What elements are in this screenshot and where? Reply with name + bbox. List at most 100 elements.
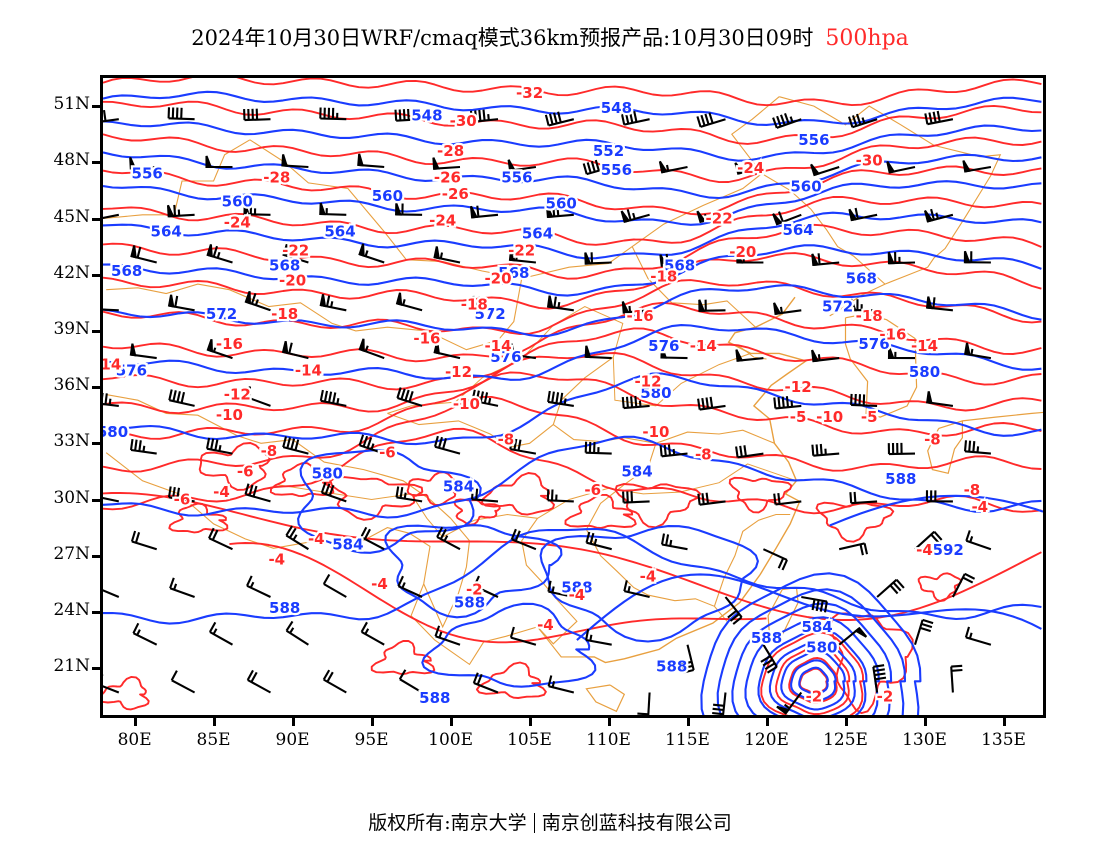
height-contour-label: 576 <box>116 361 147 379</box>
label-halo: 572 <box>822 298 853 316</box>
wind-barb <box>546 295 574 312</box>
wind-barb <box>246 575 271 598</box>
label-halo: 588 <box>885 470 916 488</box>
x-axis-tick <box>212 718 216 726</box>
temperature-contour-label: -22 <box>706 210 733 228</box>
label-halo: 556 <box>132 165 163 183</box>
wind-barb <box>886 161 916 174</box>
temperature-contour-label: -30 <box>450 112 477 130</box>
label-halo: -5 <box>861 408 878 426</box>
wind-barb <box>285 525 309 551</box>
temperature-contour-label: -16 <box>413 329 440 347</box>
temperature-contour-label: -4 <box>569 586 586 604</box>
wind-barb <box>696 210 726 224</box>
label-halo: -22 <box>282 241 309 259</box>
temperature-contour-label: -32 <box>516 84 543 102</box>
wind-barb <box>963 250 991 264</box>
x-axis-label: 110E <box>586 730 631 750</box>
wind-barb <box>811 349 840 363</box>
label-halo: 552 <box>593 142 624 160</box>
wind-barb <box>622 491 650 504</box>
label-halo: -10 <box>453 395 480 413</box>
wind-barb <box>103 213 120 219</box>
wind-barb <box>319 202 347 216</box>
height-contour-label: 552 <box>593 142 624 160</box>
wind-barb <box>964 626 992 646</box>
temperature-contour-label: -14 <box>295 361 322 379</box>
label-halo: -8 <box>964 481 981 499</box>
x-axis-label: 100E <box>428 730 473 750</box>
label-halo: -4 <box>916 541 933 559</box>
wind-barb <box>584 345 612 360</box>
wind-barb <box>103 674 120 694</box>
temperature-contour-label: -18 <box>650 268 677 286</box>
height-contour-label: 584 <box>801 618 832 636</box>
temperature-contour-label: -4 <box>371 575 388 593</box>
temperature-contour-label: -8 <box>964 481 981 499</box>
temperature-contour-label: -12 <box>634 373 661 391</box>
temperature-contour-label: -8 <box>261 442 278 460</box>
height-contour-label: 588 <box>269 599 300 617</box>
map-plot-area[interactable]: 548 548 548 548 552 552 556 556 556 556 556 556 556 5… <box>100 75 1046 718</box>
wind-barb <box>244 290 271 312</box>
wind-barb <box>322 669 347 694</box>
wind-barb <box>810 163 840 177</box>
temperature-contour-label: -6 <box>379 444 396 462</box>
y-axis-label: 27N <box>53 543 90 564</box>
y-axis-label: 21N <box>53 656 90 677</box>
wind-barb <box>130 245 157 264</box>
height-contour-label: 556 <box>501 168 532 186</box>
temperature-contour-label: -4 <box>268 551 285 569</box>
temperature-contour-label: -6 <box>237 462 254 480</box>
label-halo: -18 <box>856 307 883 325</box>
label-halo: -14 <box>690 337 717 355</box>
y-axis-label: 45N <box>53 206 90 227</box>
wind-barb <box>876 578 905 598</box>
wind-barb <box>168 389 195 407</box>
wind-barb <box>243 202 271 216</box>
temperature-contour-label: -6 <box>174 491 191 509</box>
wind-barb <box>358 434 385 455</box>
label-halo: 560 <box>372 187 403 205</box>
label-halo: -8 <box>695 446 712 464</box>
height-contour-label: 560 <box>546 195 577 213</box>
height-contour-label: 568 <box>269 256 300 274</box>
wind-barb <box>167 294 195 312</box>
x-axis-tick <box>765 718 769 726</box>
temperature-contour-label: -4 <box>971 498 988 516</box>
x-axis-tick <box>133 718 137 726</box>
wind-barb <box>637 692 651 715</box>
temperature-contour-label: -8 <box>924 431 941 449</box>
temperature-contour-label: -10 <box>453 395 480 413</box>
temperature-contour-label: -4 <box>640 567 657 585</box>
height-contour-label: 572 <box>206 305 237 323</box>
height-contour-label: 576 <box>858 335 889 353</box>
label-halo: 588 <box>454 594 485 612</box>
wind-barb <box>620 110 650 126</box>
wind-barb <box>103 589 120 598</box>
temperature-contour-label: -16 <box>627 307 654 325</box>
wind-barb <box>659 444 688 458</box>
label-halo: 584 <box>621 462 652 480</box>
y-axis-label: 24N <box>53 599 90 620</box>
label-halo: 572 <box>474 305 505 323</box>
wind-barb <box>773 302 802 315</box>
label-halo: -14 <box>484 337 511 355</box>
wind-barb <box>696 112 726 128</box>
height-contour-layer <box>103 90 1043 715</box>
wind-barb <box>849 491 878 505</box>
wind-barb <box>545 205 574 219</box>
label-halo: 576 <box>858 335 889 353</box>
height-contour-label: 588 <box>419 689 450 707</box>
height-contour-label: 588 <box>656 657 687 675</box>
label-halo: -5 <box>790 408 807 426</box>
y-axis-label: 48N <box>53 150 90 171</box>
x-axis-tick <box>1002 718 1006 726</box>
wind-barb <box>762 548 788 571</box>
temperature-contour-label: -12 <box>445 363 472 381</box>
wind-barb <box>925 490 953 503</box>
label-halo: -4 <box>371 575 388 593</box>
wind-barb <box>167 107 195 121</box>
